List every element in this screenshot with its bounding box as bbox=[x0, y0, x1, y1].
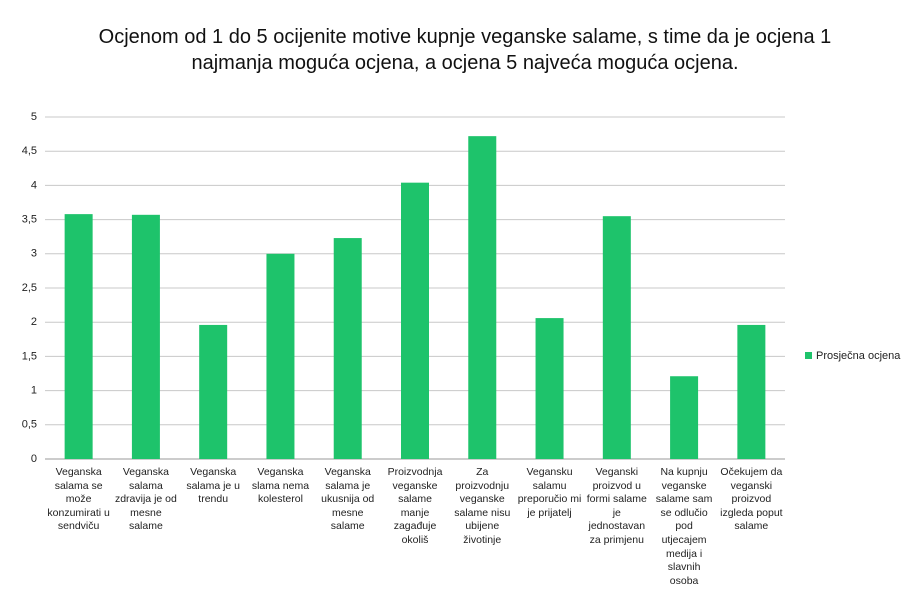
bar bbox=[401, 182, 429, 459]
bar bbox=[333, 238, 362, 459]
bar bbox=[266, 253, 295, 459]
bar bbox=[468, 136, 497, 460]
bar bbox=[199, 324, 228, 459]
y-tick-label: 1,5 bbox=[22, 350, 37, 362]
y-tick-label: 4 bbox=[31, 179, 37, 191]
bar bbox=[670, 376, 699, 459]
y-tick-label: 4,5 bbox=[22, 145, 37, 157]
x-tick-label: Veganska salama je ukusnija od mesne sal… bbox=[321, 466, 375, 533]
x-tick-label: Za proizvodnju veganske salame nisu ubij… bbox=[454, 466, 511, 546]
bar bbox=[535, 318, 564, 459]
x-tick-label: Veganska slama nema kolesterol bbox=[251, 466, 310, 506]
legend-swatch bbox=[805, 352, 812, 359]
bar bbox=[64, 214, 93, 459]
chart-title: Ocjenom od 1 do 5 ocijenite motive kupnj… bbox=[98, 26, 832, 74]
y-tick-label: 3,5 bbox=[22, 214, 37, 226]
x-tick-label: Veganski proizvod u formi salame je jedn… bbox=[586, 466, 647, 546]
x-tick-label: Veganska salama se može konzumirati u se… bbox=[47, 466, 110, 533]
x-tick-label: Vegansku salamu preporučio mi je prijate… bbox=[517, 466, 582, 519]
x-tick-label: Očekujem da veganski proizvod izgleda po… bbox=[720, 466, 783, 533]
y-tick-label: 1 bbox=[31, 385, 37, 397]
y-tick-label: 2,5 bbox=[22, 282, 37, 294]
y-tick-label: 5 bbox=[31, 111, 37, 123]
bar bbox=[131, 214, 160, 459]
x-tick-label: Veganska salama je u trendu bbox=[186, 466, 241, 506]
legend-label: Prosječna ocjena bbox=[816, 350, 901, 362]
y-tick-label: 3 bbox=[31, 248, 37, 260]
x-tick-label: Veganska salama zdravija je od mesne sal… bbox=[114, 466, 177, 533]
bar bbox=[602, 216, 631, 459]
y-tick-label: 0 bbox=[31, 453, 37, 465]
x-tick-label: Na kupnju veganske salame sam se odlučio… bbox=[655, 466, 713, 587]
bar bbox=[737, 324, 766, 459]
x-tick-label: Proizvodnja veganske salame manje zagađu… bbox=[387, 466, 443, 546]
y-tick-label: 0,5 bbox=[22, 419, 37, 431]
y-tick-label: 2 bbox=[31, 316, 37, 328]
